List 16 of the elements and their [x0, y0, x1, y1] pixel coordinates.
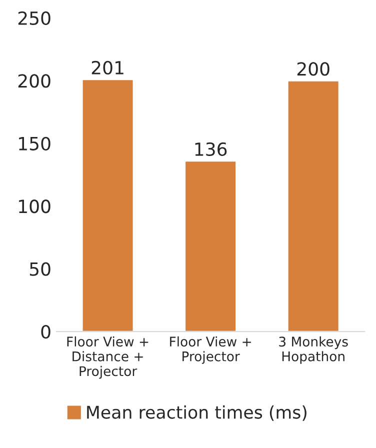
y-tick-label: 250	[18, 11, 50, 26]
y-tick-label: 100	[19, 200, 50, 214]
data-label: 200	[297, 62, 330, 76]
bar	[184, 160, 237, 332]
y-tick-label: 200	[18, 74, 50, 88]
data-label: 201	[92, 60, 124, 74]
x-tick-label: 3 Monkeys Hopathon	[279, 336, 348, 364]
data-label: 136	[195, 142, 227, 156]
bar	[81, 78, 134, 332]
y-tick-label: 150	[19, 136, 50, 150]
y-tick-label: 0	[41, 324, 50, 339]
bar	[286, 80, 340, 332]
x-tick-label: Floor View + Distance + Projector	[67, 336, 148, 379]
y-tick-label: 50	[30, 262, 50, 276]
legend-label: Mean reaction times (ms)	[87, 405, 306, 421]
x-tick-label: Floor View + Projector	[170, 336, 251, 364]
